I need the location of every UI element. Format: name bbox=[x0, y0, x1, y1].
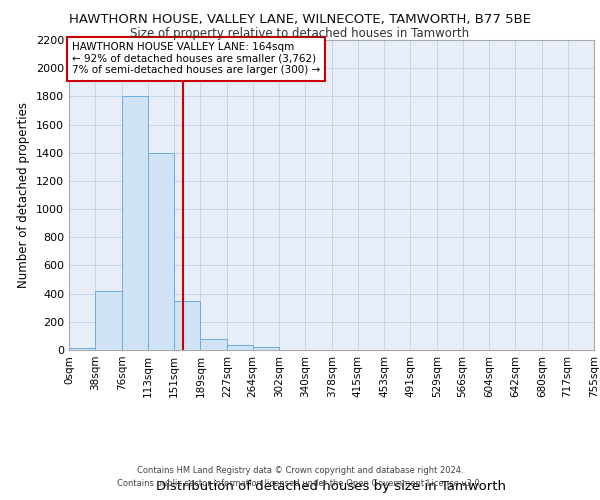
Bar bbox=[253, 347, 279, 350]
Bar bbox=[148, 152, 174, 350]
Text: HAWTHORN HOUSE VALLEY LANE: 164sqm
← 92% of detached houses are smaller (3,762)
: HAWTHORN HOUSE VALLEY LANE: 164sqm ← 92%… bbox=[72, 42, 320, 76]
Bar bbox=[95, 291, 122, 350]
Bar bbox=[227, 345, 253, 350]
Bar bbox=[122, 96, 148, 350]
Text: Contains HM Land Registry data © Crown copyright and database right 2024.
Contai: Contains HM Land Registry data © Crown c… bbox=[118, 466, 482, 487]
Text: Size of property relative to detached houses in Tamworth: Size of property relative to detached ho… bbox=[130, 28, 470, 40]
X-axis label: Distribution of detached houses by size in Tamworth: Distribution of detached houses by size … bbox=[157, 480, 506, 494]
Bar bbox=[174, 300, 200, 350]
Text: HAWTHORN HOUSE, VALLEY LANE, WILNECOTE, TAMWORTH, B77 5BE: HAWTHORN HOUSE, VALLEY LANE, WILNECOTE, … bbox=[69, 12, 531, 26]
Bar bbox=[200, 338, 227, 350]
Bar bbox=[69, 348, 95, 350]
Y-axis label: Number of detached properties: Number of detached properties bbox=[17, 102, 31, 288]
